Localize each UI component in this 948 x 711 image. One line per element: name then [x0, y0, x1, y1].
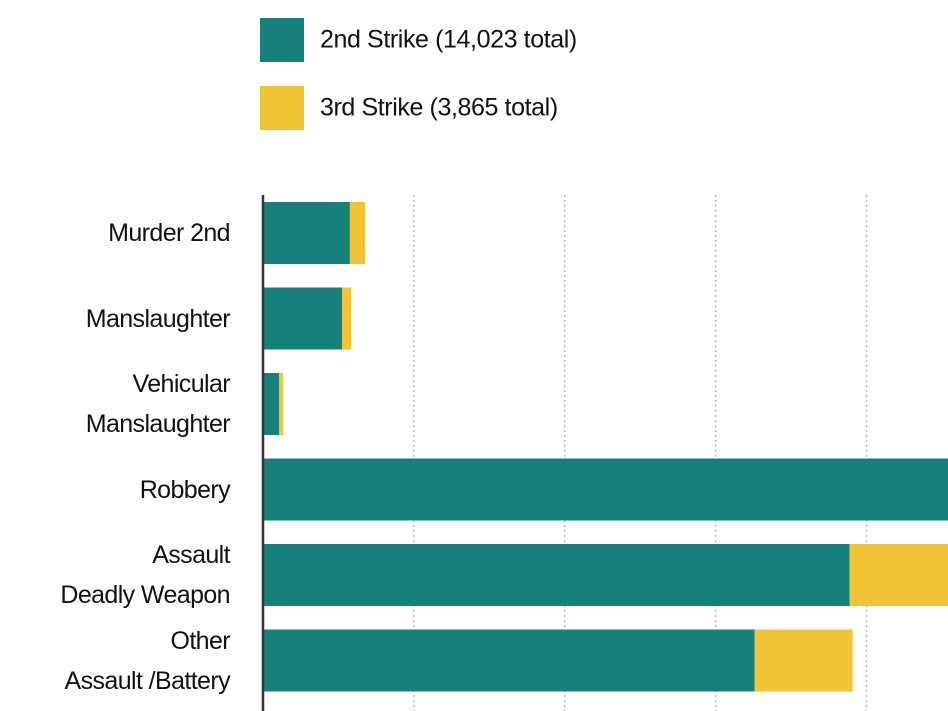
- bar-segment: [263, 544, 850, 606]
- category-label: Robbery: [139, 475, 231, 504]
- category-label: Murder 2nd: [108, 219, 230, 247]
- bar-segment: [263, 202, 350, 264]
- category-label: Manslaughter: [85, 304, 231, 333]
- bar-segment: [342, 287, 352, 350]
- bar-segment: [754, 629, 853, 692]
- legend-label: 3rd Strike (3,865 total): [320, 93, 558, 122]
- bar-segment: [263, 287, 343, 350]
- bar-segment: [849, 544, 948, 606]
- category-label: Vehicular Manslaughter: [85, 370, 231, 438]
- bar-segment: [278, 373, 283, 435]
- legend-swatch: [260, 86, 304, 130]
- legend-swatch: [260, 18, 304, 62]
- bar-segment: [263, 629, 755, 692]
- bar-segment: [263, 458, 948, 521]
- legend-label: 2nd Strike (14,023 total): [320, 25, 577, 54]
- bar-segment: [349, 202, 365, 264]
- category-label: Assault Deadly Weapon: [60, 541, 230, 609]
- category-label: Other Assault /Battery: [64, 626, 231, 695]
- bar-segment: [263, 373, 279, 435]
